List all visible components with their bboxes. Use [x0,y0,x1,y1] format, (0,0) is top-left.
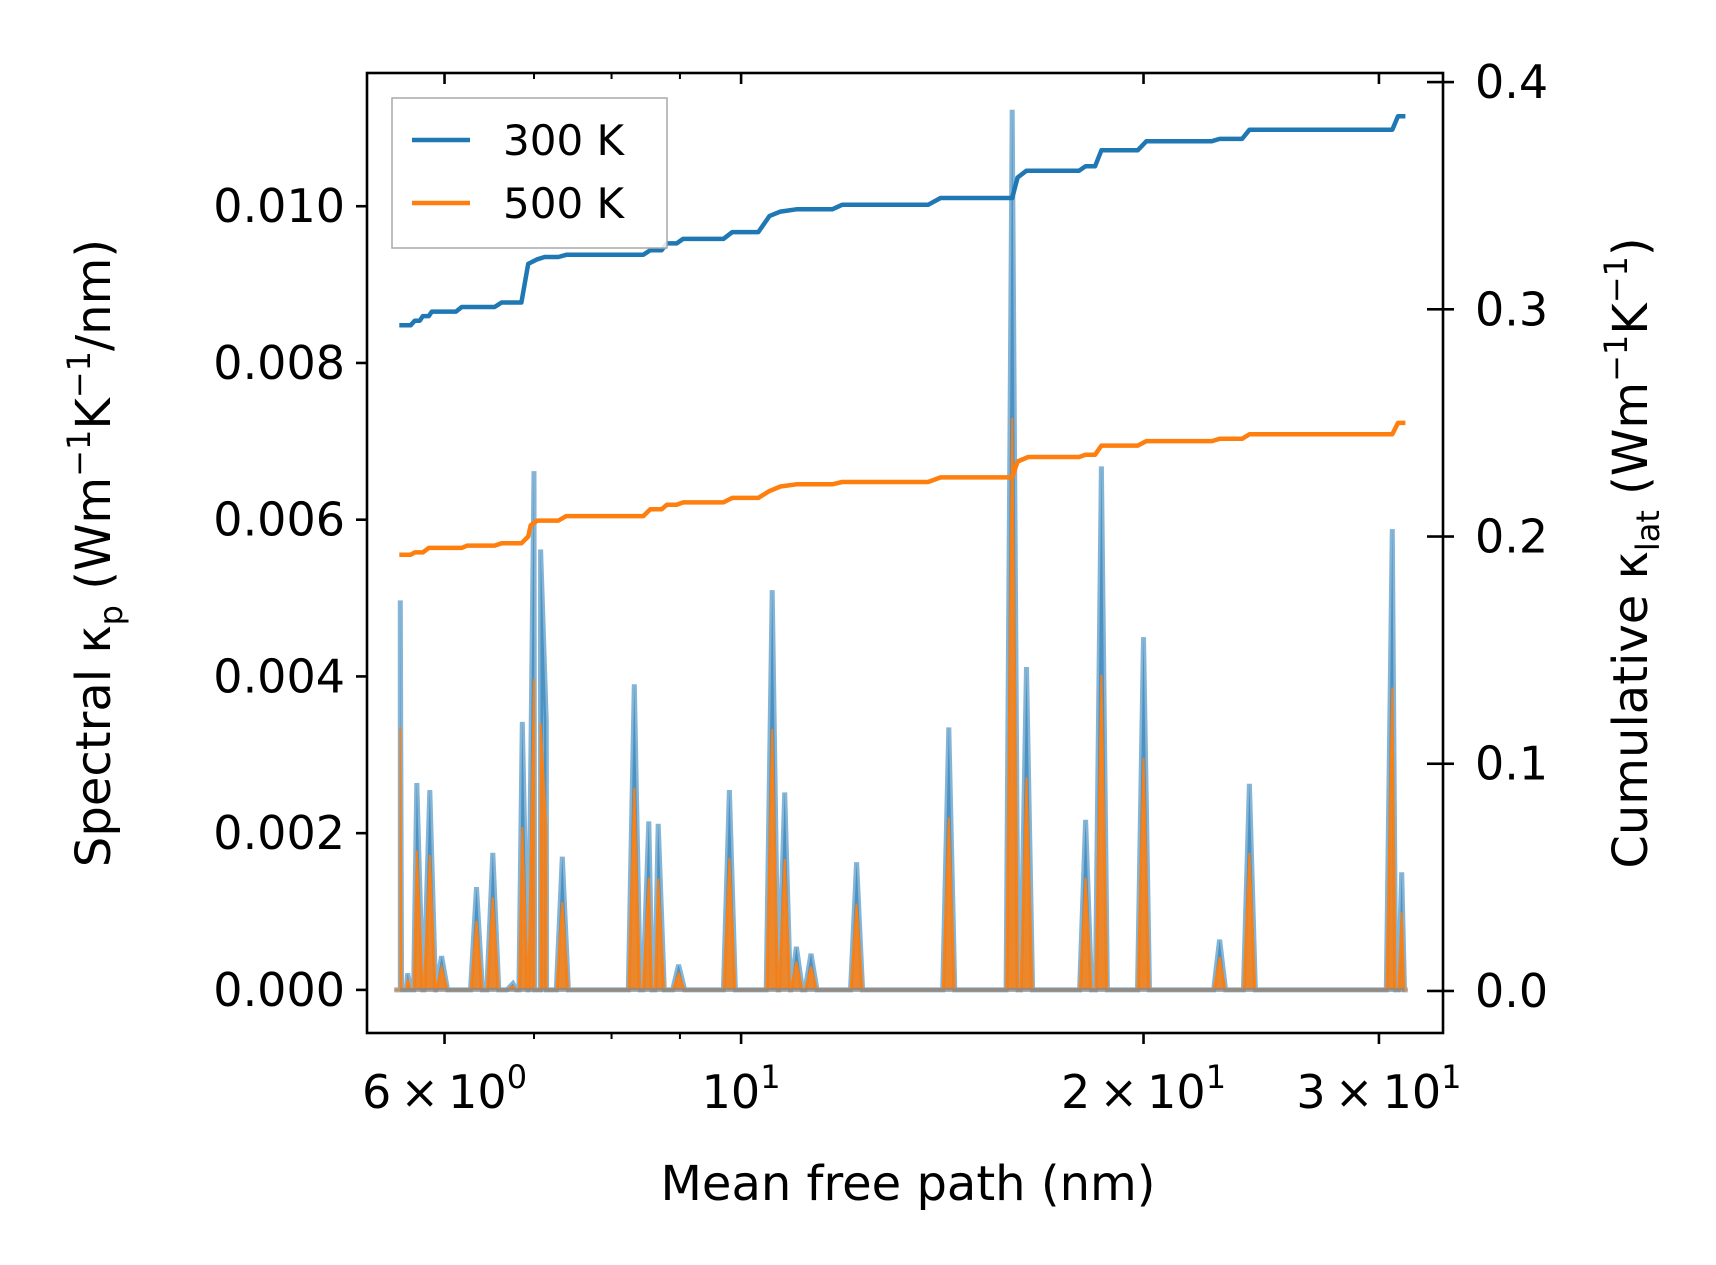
right-y-tick-label: 0.1 [1475,737,1548,791]
left-y-tick-label: 0.010 [213,179,345,233]
right-y-axis-label: Cumulative κlat (Wm−1K−1) [1597,237,1667,868]
cumulative-line-300k [399,113,1406,328]
right-y-tick-label: 0.0 [1475,964,1548,1018]
right-y-tick-label: 0.4 [1475,55,1548,109]
spectral-line-300k [394,109,1408,993]
left-y-tick-label: 0.006 [213,493,345,547]
plot-frame [365,71,1445,1035]
right-y-tick-label: 0.3 [1475,282,1548,336]
legend-box [391,97,668,249]
left-y-tick-label: 0.004 [213,649,345,703]
left-y-tick-label: 0.000 [213,963,345,1017]
legend: 300 K 500 K [391,97,668,249]
x-tick-label: 6 × 100 [362,1058,527,1119]
left-y-tick-label: 0.002 [213,806,345,860]
cumulative-layer [399,113,1406,557]
cumulative-line-500k [399,420,1406,557]
legend-label-300k: 300 K [503,116,626,165]
x-axis-label: Mean free path (nm) [661,1156,1156,1212]
left-y-tick-label: 0.008 [213,336,345,390]
legend-label-500k: 500 K [503,179,626,228]
spectral-line-500k [394,417,1408,991]
x-tick-label: 3 × 101 [1296,1058,1461,1119]
x-tick-label: 101 [702,1058,781,1119]
right-y-tick-label: 0.2 [1475,510,1548,564]
spectral-layer [394,109,1408,993]
left-y-axis-label: Spectral κp (Wm−1K−1/nm) [60,239,130,867]
axis-ticks: 0.000 0.002 0.004 0.006 0.008 0.010 0.0 0.1 0.2 0… [213,55,1548,1119]
x-tick-label: 2 × 101 [1061,1058,1226,1119]
